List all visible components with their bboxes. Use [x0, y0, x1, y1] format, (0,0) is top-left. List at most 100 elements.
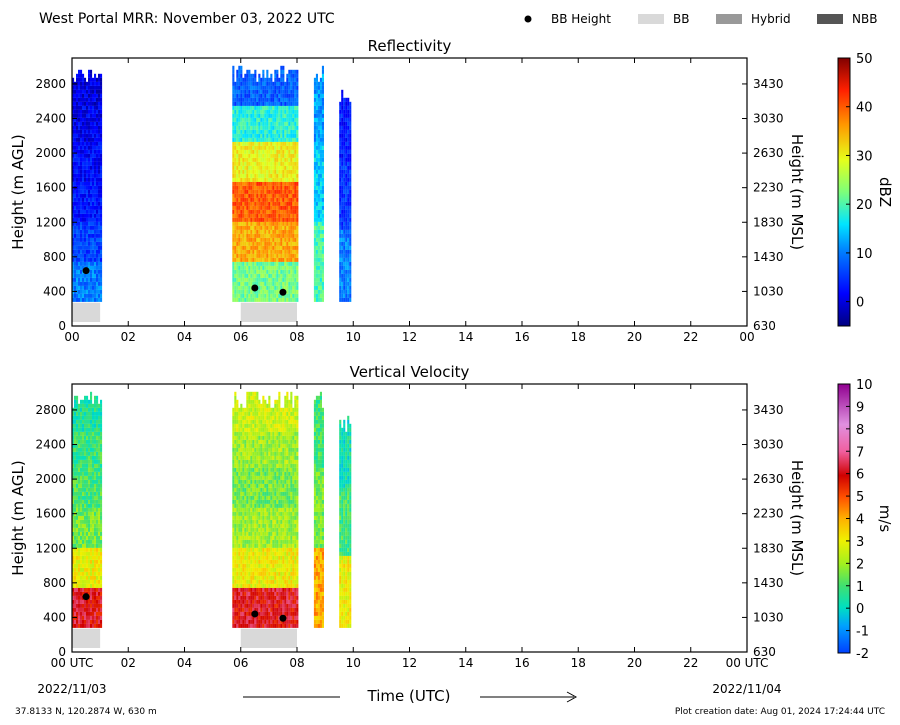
- echo-pixel: [72, 515, 75, 520]
- echo-pixel: [242, 81, 245, 86]
- echo-pixel: [248, 399, 251, 404]
- echo-pixel: [96, 185, 99, 190]
- echo-pixel: [244, 229, 247, 234]
- echo-pixel: [80, 607, 83, 612]
- echo-pixel: [98, 539, 101, 544]
- echo-pixel: [236, 181, 239, 186]
- echo-pixel: [238, 261, 241, 266]
- echo-pixel: [341, 141, 344, 146]
- echo-pixel: [240, 539, 243, 544]
- echo-pixel: [72, 181, 75, 186]
- echo-pixel: [98, 403, 101, 408]
- echo-pixel: [82, 455, 85, 460]
- echo-pixel: [296, 253, 299, 258]
- echo-pixel: [240, 447, 243, 452]
- echo-pixel: [292, 265, 295, 270]
- echo-pixel: [96, 149, 99, 154]
- echo-pixel: [82, 515, 85, 520]
- echo-pixel: [82, 615, 85, 620]
- echo-pixel: [248, 547, 251, 552]
- echo-pixel: [284, 133, 287, 138]
- echo-pixel: [276, 73, 279, 78]
- echo-pixel: [262, 117, 265, 122]
- echo-pixel: [262, 69, 265, 74]
- echo-pixel: [252, 607, 255, 612]
- echo-pixel: [248, 273, 251, 278]
- echo-pixel: [256, 599, 259, 604]
- echo-pixel: [90, 101, 93, 106]
- echo-pixel: [339, 177, 342, 182]
- echo-pixel: [254, 475, 257, 480]
- echo-pixel: [258, 285, 261, 290]
- echo-pixel: [349, 269, 352, 274]
- echo-pixel: [292, 189, 295, 194]
- echo-pixel: [100, 575, 103, 580]
- echo-pixel: [284, 253, 287, 258]
- echo-pixel: [349, 101, 352, 106]
- echo-pixel: [96, 623, 99, 628]
- echo-pixel: [72, 427, 75, 432]
- echo-pixel: [94, 439, 97, 444]
- echo-pixel: [313, 237, 316, 242]
- echo-pixel: [96, 511, 99, 516]
- echo-pixel: [98, 117, 101, 122]
- echo-pixel: [234, 611, 237, 616]
- echo-pixel: [286, 217, 289, 222]
- echo-pixel: [236, 249, 239, 254]
- echo-pixel: [242, 503, 245, 508]
- echo-pixel: [347, 217, 350, 222]
- echo-pixel: [252, 563, 255, 568]
- echo-pixel: [240, 603, 243, 608]
- echo-pixel: [248, 555, 251, 560]
- echo-pixel: [280, 101, 283, 106]
- echo-pixel: [240, 193, 243, 198]
- echo-pixel: [258, 233, 261, 238]
- echo-pixel: [80, 419, 83, 424]
- echo-pixel: [98, 81, 101, 86]
- echo-pixel: [88, 575, 91, 580]
- echo-pixel: [246, 205, 249, 210]
- echo-pixel: [240, 81, 243, 86]
- echo-pixel: [88, 217, 91, 222]
- echo-pixel: [254, 431, 257, 436]
- echo-pixel: [349, 165, 352, 170]
- echo-pixel: [238, 129, 241, 134]
- echo-pixel: [86, 435, 89, 440]
- echo-pixel: [282, 133, 285, 138]
- echo-pixel: [92, 435, 95, 440]
- echo-pixel: [82, 423, 85, 428]
- echo-pixel: [244, 547, 247, 552]
- echo-pixel: [341, 173, 344, 178]
- echo-pixel: [266, 113, 269, 118]
- echo-pixel: [232, 479, 235, 484]
- echo-pixel: [254, 523, 257, 528]
- echo-pixel: [268, 105, 271, 110]
- echo-pixel: [74, 245, 77, 250]
- echo-pixel: [290, 277, 293, 282]
- echo-pixel: [242, 161, 245, 166]
- echo-pixel: [319, 197, 322, 202]
- echo-pixel: [96, 555, 99, 560]
- echo-pixel: [248, 101, 251, 106]
- echo-pixel: [282, 81, 285, 86]
- echo-pixel: [258, 173, 261, 178]
- echo-pixel: [236, 133, 239, 138]
- echo-pixel: [288, 149, 291, 154]
- echo-pixel: [84, 233, 87, 238]
- echo-pixel: [319, 273, 322, 278]
- echo-pixel: [280, 113, 283, 118]
- echo-pixel: [82, 229, 85, 234]
- echo-pixel: [250, 253, 253, 258]
- echo-pixel: [254, 197, 257, 202]
- echo-pixel: [236, 105, 239, 110]
- echo-pixel: [240, 607, 243, 612]
- echo-pixel: [98, 583, 101, 588]
- echo-pixel: [84, 113, 87, 118]
- echo-pixel: [345, 161, 348, 166]
- echo-pixel: [86, 157, 89, 162]
- echo-pixel: [339, 201, 342, 206]
- echo-pixel: [236, 559, 239, 564]
- echo-pixel: [238, 447, 241, 452]
- echo-pixel: [232, 213, 235, 218]
- echo-pixel: [234, 567, 237, 572]
